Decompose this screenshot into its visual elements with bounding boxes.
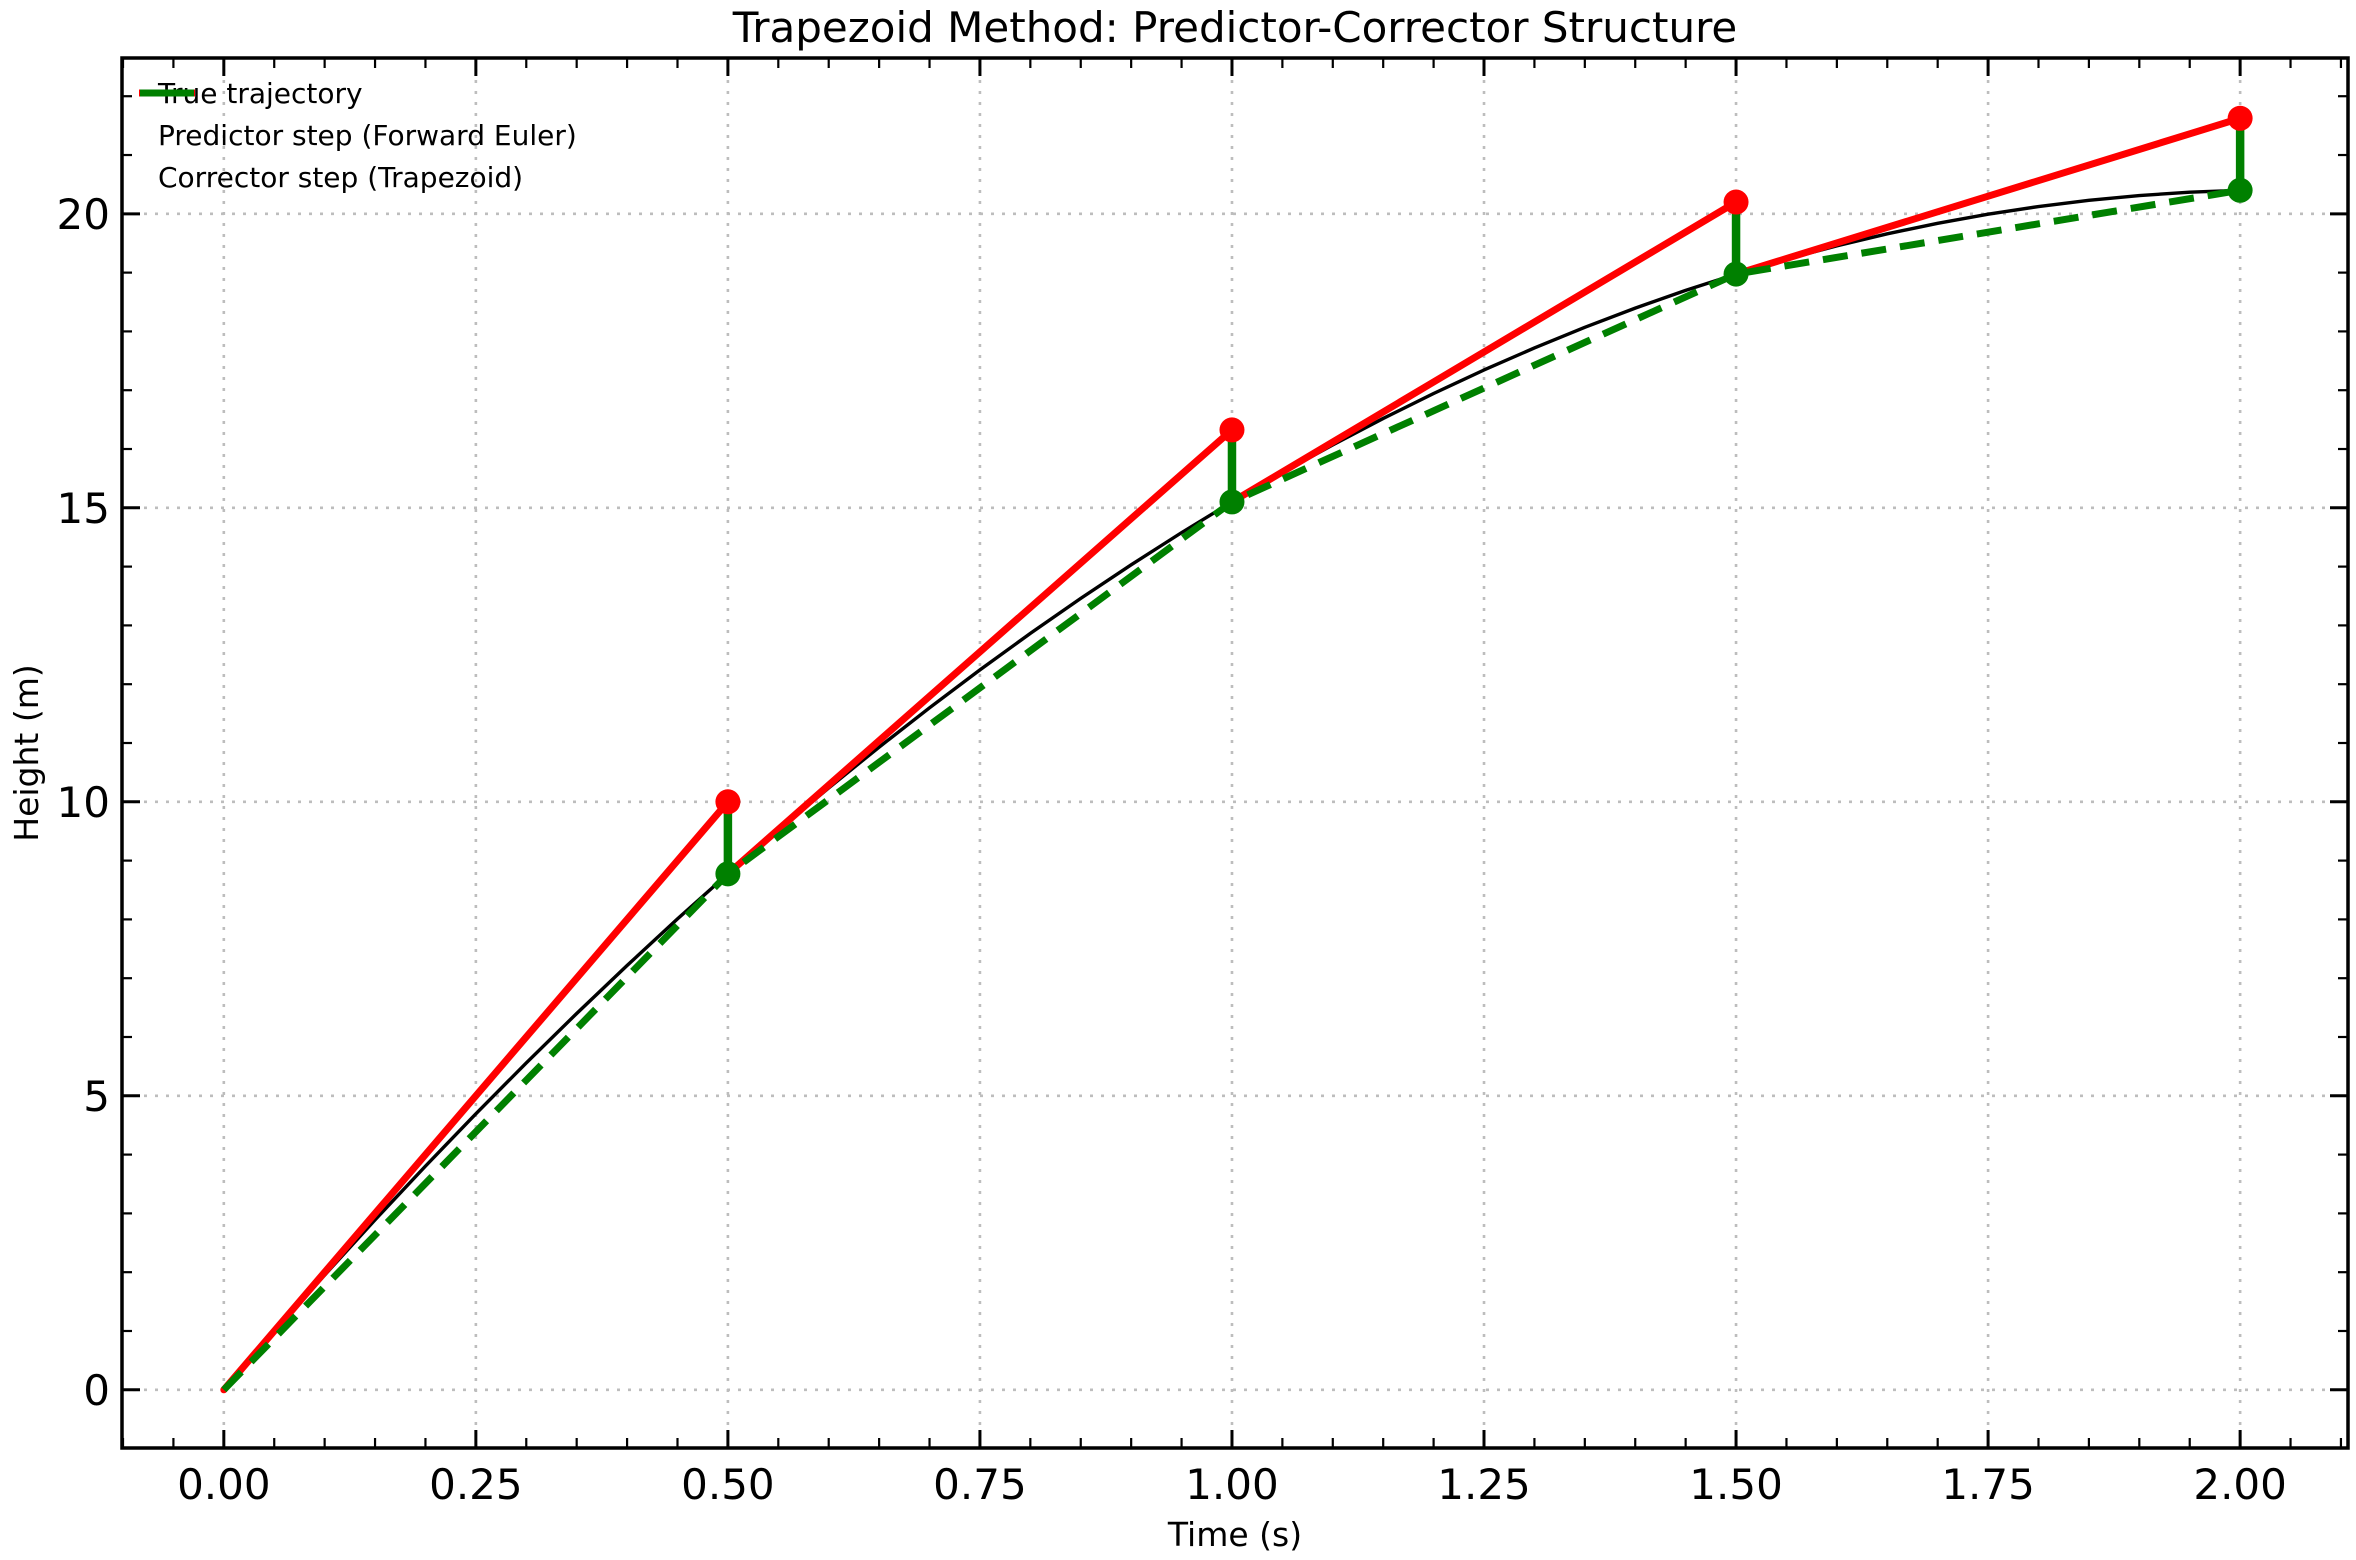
predictor-point xyxy=(715,789,741,815)
predictor-point xyxy=(1219,417,1245,443)
x-tick-label: 1.25 xyxy=(1437,1460,1531,1509)
x-tick-label: 1.00 xyxy=(1185,1460,1279,1509)
chart-title: Trapezoid Method: Predictor-Corrector St… xyxy=(732,3,1738,52)
legend-entry-corrector-step: Corrector step (Trapezoid) xyxy=(138,89,577,198)
gridlines-group xyxy=(122,58,2348,1448)
corrector-point xyxy=(2227,177,2253,203)
legend-label: Predictor step (Forward Euler) xyxy=(158,118,577,152)
legend-entry-predictor-step: Predictor step (Forward Euler) xyxy=(138,89,577,156)
legend-entry-true-trajectory: True trajectory xyxy=(138,72,577,114)
true-trajectory-curve xyxy=(222,188,2241,1391)
predictor-point xyxy=(1723,189,1749,215)
predictor-segment xyxy=(1732,114,2244,278)
x-tick-label: 0.75 xyxy=(933,1460,1027,1509)
y-tick-label: 20 xyxy=(57,190,110,239)
legend-label: Corrector step (Trapezoid) xyxy=(158,160,524,194)
x-axis-label: Time (s) xyxy=(1167,1515,1302,1554)
corrector-point xyxy=(1219,489,1245,515)
axes-spines xyxy=(120,56,2350,1450)
predictor-segment xyxy=(724,426,1236,878)
x-tick-label: 2.00 xyxy=(2193,1460,2287,1509)
y-tick-label: 0 xyxy=(83,1366,110,1415)
legend-line-sample-solid-green xyxy=(140,89,194,97)
x-tick-label: 0.50 xyxy=(681,1460,775,1509)
legend: True trajectory Predictor step (Forward … xyxy=(138,72,577,198)
x-tick-label: 0.00 xyxy=(177,1460,271,1509)
x-tick-label: 0.25 xyxy=(429,1460,523,1509)
series-group xyxy=(220,105,2253,1394)
corrector-point xyxy=(1723,261,1749,287)
corrector-point xyxy=(715,861,741,887)
y-tick-label: 5 xyxy=(83,1072,110,1121)
x-tick-label: 1.50 xyxy=(1689,1460,1783,1509)
tick-labels-group: 0.00 0.25 0.50 0.75 1.00 1.25 1.50 1.75 2.00 0 5 10… xyxy=(57,190,2287,1509)
predictor-segment xyxy=(1228,198,1740,506)
x-tick-label: 1.75 xyxy=(1941,1460,2035,1509)
y-tick-label: 15 xyxy=(57,484,110,533)
axes-group xyxy=(120,56,2350,1450)
y-axis-label: Height (m) xyxy=(7,664,46,841)
predictor-point xyxy=(2227,105,2253,131)
predictor-segment xyxy=(220,798,732,1394)
corrector-path xyxy=(221,186,2241,1393)
y-tick-label: 10 xyxy=(57,778,110,827)
